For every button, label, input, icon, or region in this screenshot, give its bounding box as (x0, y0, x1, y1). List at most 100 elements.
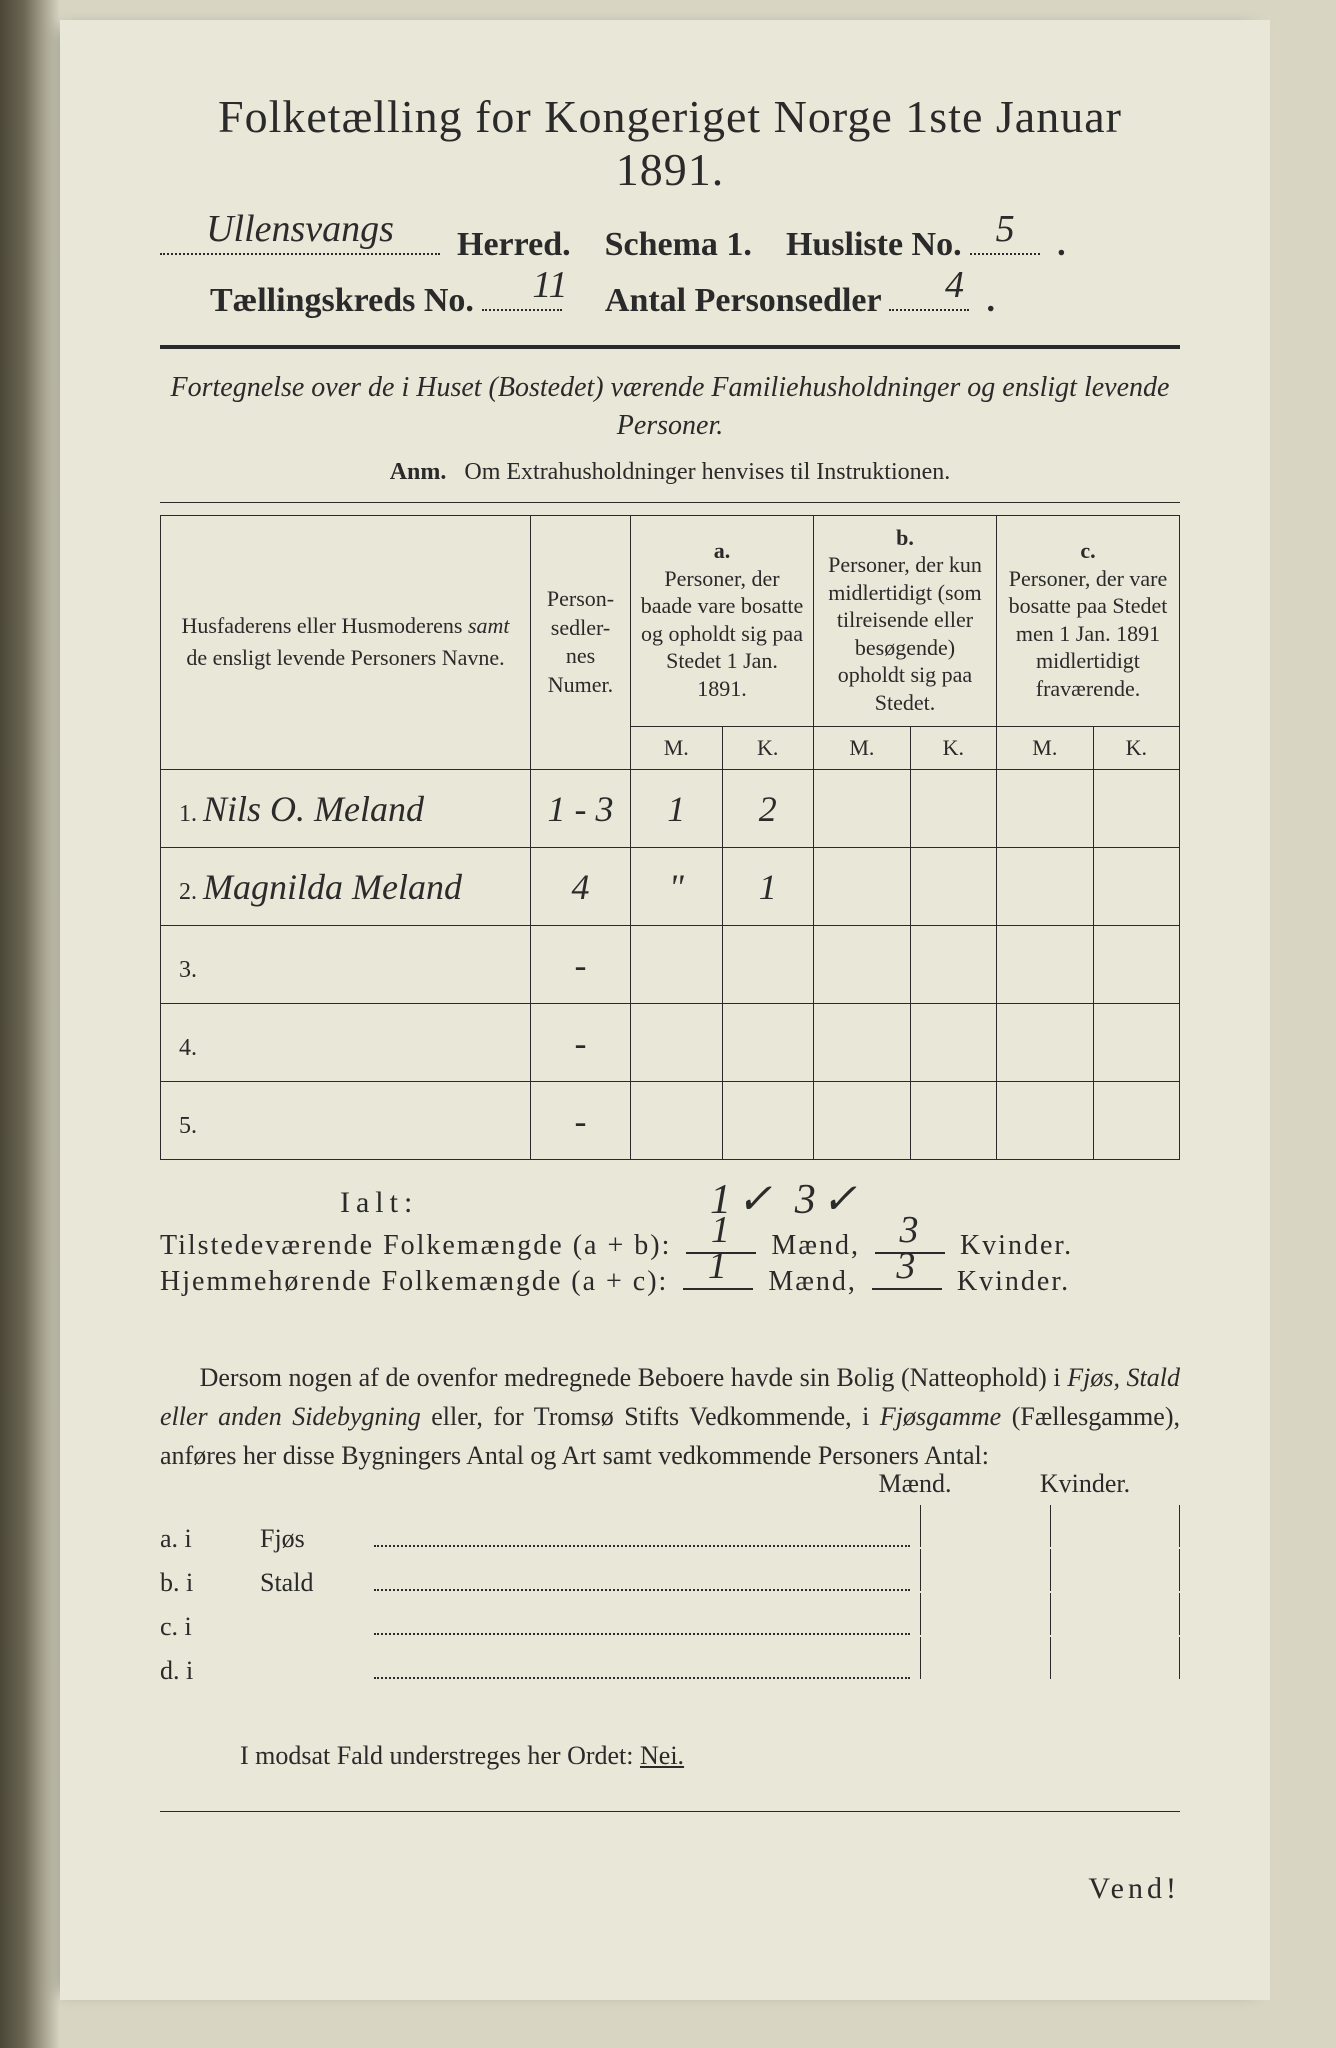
husliste-value: 5 (970, 207, 1040, 251)
row-num: - (531, 926, 631, 1004)
nei-line: I modsat Fald understreges her Ordet: Ne… (160, 1741, 1180, 1771)
col-number: Person- sedler- nes Numer. (531, 515, 631, 770)
row-index: 5. (161, 1082, 531, 1160)
paragraph: Dersom nogen af de ovenfor medregnede Be… (160, 1358, 1180, 1475)
row-prefix: a. i (160, 1524, 260, 1554)
dotted-line (374, 1545, 910, 1547)
row-a-k: 2 (722, 770, 814, 848)
row-prefix: d. i (160, 1656, 260, 1686)
row-a-m: 1 (631, 770, 723, 848)
schema-label: Schema 1. (605, 226, 752, 263)
row-index: 2. Magnilda Meland (161, 848, 531, 926)
anm-text: Om Extrahusholdninger henvises til Instr… (464, 459, 950, 485)
box-maend (920, 1637, 1050, 1679)
antal-value: 4 (889, 263, 969, 307)
box-maend (920, 1593, 1050, 1635)
dotted-line (374, 1589, 910, 1591)
col-c-k: K. (1093, 727, 1179, 770)
row-num: 1 - 3 (531, 770, 631, 848)
sum-present: Tilstedeværende Folkemængde (a + b): 1 M… (160, 1230, 1180, 1262)
anm-label: Anm. (390, 459, 447, 485)
sum-resident: Hjemmehørende Folkemængde (a + c): 1 Mæn… (160, 1266, 1180, 1298)
hdr-kvinder: Kvinder. (1020, 1469, 1150, 1499)
antal-label: Antal Personsedler (605, 282, 881, 319)
col-b-k: K. (910, 727, 996, 770)
row-prefix: c. i (160, 1612, 260, 1642)
col-a: a. Personer, der baade vare bosatte og o… (631, 515, 814, 727)
col-c-letter: c. (1080, 538, 1095, 563)
row-c-m (996, 1004, 1093, 1082)
sum2-label: Hjemmehørende Folkemængde (a + c): (160, 1266, 668, 1297)
row-a-m (631, 926, 723, 1004)
col-b-m: M. (814, 727, 911, 770)
row-a-k: 1 (722, 848, 814, 926)
row-b-k (910, 770, 996, 848)
sum2-klbl: Kvinder. (957, 1266, 1070, 1297)
husliste-label: Husliste No. (786, 226, 962, 263)
row-c-k (1093, 1004, 1179, 1082)
row-b-k (910, 848, 996, 926)
herred-label: Herred. (457, 226, 571, 263)
table-row: 4. - (161, 1004, 1180, 1082)
building-row: a. iFjøs (160, 1505, 1180, 1549)
row-num: - (531, 1082, 631, 1160)
nei-word: Nei. (640, 1741, 684, 1770)
subtitle-1: Fortegnelse over de i Huset (Bostedet) v… (160, 369, 1180, 445)
row-c-m (996, 770, 1093, 848)
col-a-letter: a. (714, 538, 731, 563)
row-b-m (814, 1082, 911, 1160)
sum1-label: Tilstedeværende Folkemængde (a + b): (160, 1230, 671, 1261)
building-row: b. iStald (160, 1549, 1180, 1593)
row-index: 1. Nils O. Meland (161, 770, 531, 848)
header-line-2: Tællingskreds No. 11 Antal Personsedler … (160, 282, 1180, 320)
row-c-m (996, 1082, 1093, 1160)
box-kvinder (1050, 1549, 1180, 1591)
building-row: d. i (160, 1637, 1180, 1681)
subtitle-2: Anm. Om Extrahusholdninger henvises til … (160, 459, 1180, 486)
col-c: c. Personer, der vare bosatte paa Stedet… (996, 515, 1179, 727)
ialt-label: Ialt: 1✓ 3✓ (340, 1186, 1180, 1220)
row-a-k (722, 1082, 814, 1160)
row-a-k (722, 1004, 814, 1082)
sum1-klbl: Kvinder. (960, 1230, 1073, 1261)
row-a-k (722, 926, 814, 1004)
building-list: Mænd. Kvinder. a. iFjøsb. iStaldc. id. i (160, 1505, 1180, 1681)
row-word: Fjøs (260, 1524, 370, 1554)
row-b-m (814, 848, 911, 926)
row-c-k (1093, 770, 1179, 848)
box-maend (920, 1549, 1050, 1591)
row-b-k (910, 1004, 996, 1082)
table-row: 5. - (161, 1082, 1180, 1160)
col-a-text: Personer, der baade vare bosatte og opho… (641, 566, 803, 701)
dotted-line (374, 1677, 910, 1679)
col-a-m: M. (631, 727, 723, 770)
box-kvinder (1050, 1637, 1180, 1679)
col-b: b. Personer, der kun midlertidigt (som t… (814, 515, 997, 727)
row-b-k (910, 1082, 996, 1160)
building-row: c. i (160, 1593, 1180, 1637)
vend: Vend! (160, 1872, 1180, 1906)
page-title: Folketælling for Kongeriget Norge 1ste J… (160, 90, 1180, 196)
census-form: Folketælling for Kongeriget Norge 1ste J… (60, 20, 1270, 2000)
sum2-k: 3 (872, 1244, 942, 1288)
row-b-k (910, 926, 996, 1004)
row-index: 4. (161, 1004, 531, 1082)
row-a-m (631, 1082, 723, 1160)
row-index: 3. (161, 926, 531, 1004)
dotted-line (374, 1633, 910, 1635)
kreds-label: Tællingskreds No. (210, 282, 474, 319)
table-row: 2. Magnilda Meland4"1 (161, 848, 1180, 926)
col-b-letter: b. (896, 525, 914, 550)
col-c-text: Personer, der vare bosatte paa Stedet me… (1009, 566, 1168, 701)
row-c-m (996, 848, 1093, 926)
col-a-k: K. (722, 727, 814, 770)
row-b-m (814, 770, 911, 848)
row-c-m (996, 926, 1093, 1004)
row-c-k (1093, 1082, 1179, 1160)
box-maend (920, 1505, 1050, 1547)
row-word: Stald (260, 1568, 370, 1598)
row-b-m (814, 926, 911, 1004)
row-a-m (631, 1004, 723, 1082)
hdr-maend: Mænd. (850, 1469, 980, 1499)
header-line-1: Ullensvangs Herred. Schema 1. Husliste N… (160, 226, 1180, 264)
